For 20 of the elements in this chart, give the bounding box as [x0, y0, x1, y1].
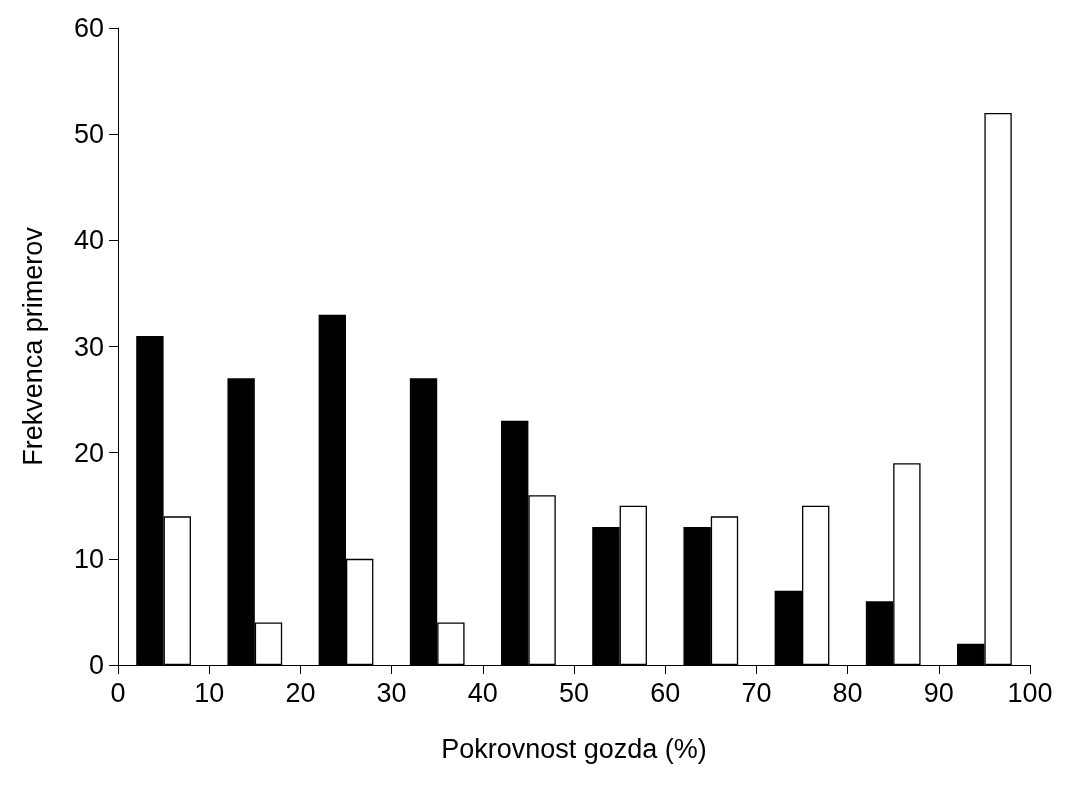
x-axis-title: Pokrovnost gozda (%) — [441, 733, 707, 764]
y-tick-label: 60 — [73, 13, 104, 43]
y-axis-title: Frekvenca primerov — [17, 226, 48, 466]
x-tick-label: 50 — [558, 677, 590, 708]
x-tick-label: 0 — [110, 677, 126, 708]
x-tick-label: 70 — [741, 677, 772, 708]
x-tick-label: 40 — [467, 677, 498, 708]
y-tick-label: 50 — [73, 119, 104, 150]
y-tick-label: 20 — [73, 437, 104, 468]
x-tick-label: 10 — [194, 677, 225, 708]
x-tick-label: 80 — [832, 677, 863, 708]
y-tick-label: 40 — [73, 225, 104, 256]
x-tick-label: 90 — [923, 677, 954, 708]
x-tick-label: 30 — [376, 677, 407, 708]
y-tick-label: 0 — [88, 650, 104, 680]
x-tick-label: 20 — [285, 677, 316, 708]
y-tick-label: 10 — [73, 543, 104, 574]
y-tick-label: 30 — [73, 331, 104, 362]
x-tick-label: 60 — [650, 677, 681, 708]
x-tick-label: 100 — [1007, 677, 1053, 708]
